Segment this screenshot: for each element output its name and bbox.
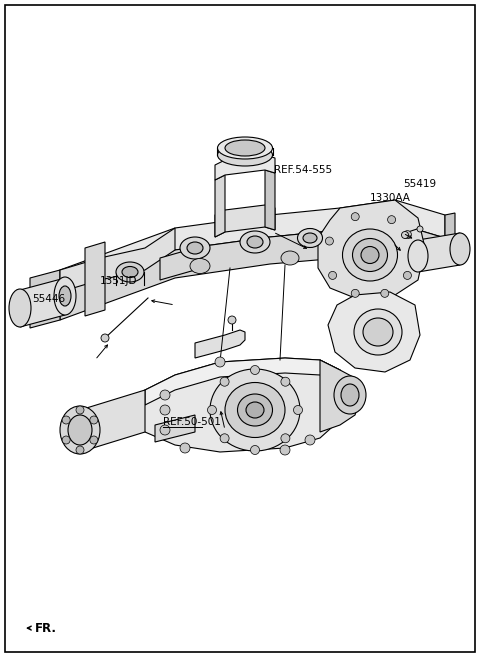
Circle shape xyxy=(251,445,260,455)
Polygon shape xyxy=(60,200,445,292)
Text: 55419: 55419 xyxy=(403,179,436,189)
Ellipse shape xyxy=(210,369,300,451)
Circle shape xyxy=(76,406,84,414)
Ellipse shape xyxy=(352,238,387,271)
Polygon shape xyxy=(320,360,362,432)
Ellipse shape xyxy=(187,242,203,254)
Polygon shape xyxy=(265,170,275,230)
Ellipse shape xyxy=(361,246,379,263)
Circle shape xyxy=(325,237,334,245)
Ellipse shape xyxy=(363,318,393,346)
Circle shape xyxy=(220,434,229,443)
Ellipse shape xyxy=(238,394,273,426)
Circle shape xyxy=(101,334,109,342)
Circle shape xyxy=(293,405,302,415)
Ellipse shape xyxy=(217,137,273,159)
Circle shape xyxy=(160,425,170,435)
Polygon shape xyxy=(132,358,345,452)
Polygon shape xyxy=(328,292,420,372)
Ellipse shape xyxy=(68,415,92,445)
Circle shape xyxy=(305,435,315,445)
Circle shape xyxy=(403,271,411,279)
Polygon shape xyxy=(60,228,175,292)
Ellipse shape xyxy=(9,289,31,327)
Text: REF.50-501: REF.50-501 xyxy=(163,417,221,427)
Circle shape xyxy=(351,213,359,221)
Polygon shape xyxy=(215,205,275,237)
Text: FR.: FR. xyxy=(35,622,57,635)
Ellipse shape xyxy=(240,231,270,253)
Circle shape xyxy=(160,405,170,415)
Circle shape xyxy=(281,377,290,386)
Circle shape xyxy=(62,416,70,424)
Ellipse shape xyxy=(59,286,71,306)
Circle shape xyxy=(90,416,98,424)
Circle shape xyxy=(228,316,236,324)
Circle shape xyxy=(351,289,359,298)
Circle shape xyxy=(329,271,336,279)
Ellipse shape xyxy=(225,382,285,438)
Ellipse shape xyxy=(247,236,263,248)
Ellipse shape xyxy=(190,258,210,273)
Polygon shape xyxy=(30,270,60,328)
Polygon shape xyxy=(418,233,460,272)
Circle shape xyxy=(220,377,229,386)
Text: 55446: 55446 xyxy=(33,294,66,304)
Ellipse shape xyxy=(54,277,76,315)
Circle shape xyxy=(160,390,170,400)
Circle shape xyxy=(207,405,216,415)
Ellipse shape xyxy=(408,240,428,272)
Circle shape xyxy=(280,445,290,455)
Ellipse shape xyxy=(298,229,323,248)
Circle shape xyxy=(417,226,423,232)
Polygon shape xyxy=(195,330,245,358)
Circle shape xyxy=(76,446,84,454)
Ellipse shape xyxy=(341,384,359,406)
Polygon shape xyxy=(80,390,145,452)
Polygon shape xyxy=(155,415,195,442)
Ellipse shape xyxy=(122,267,138,277)
Circle shape xyxy=(90,436,98,444)
Circle shape xyxy=(403,231,411,238)
Ellipse shape xyxy=(217,144,273,166)
Polygon shape xyxy=(60,223,445,320)
Ellipse shape xyxy=(450,233,470,265)
Polygon shape xyxy=(318,200,425,298)
Circle shape xyxy=(281,434,290,443)
Text: 1351JD: 1351JD xyxy=(100,276,137,286)
Circle shape xyxy=(388,215,396,223)
Polygon shape xyxy=(215,155,275,180)
Ellipse shape xyxy=(303,233,317,243)
Text: REF.54-555: REF.54-555 xyxy=(274,164,332,175)
Ellipse shape xyxy=(334,376,366,414)
Ellipse shape xyxy=(180,237,210,259)
Ellipse shape xyxy=(343,229,397,281)
Ellipse shape xyxy=(116,262,144,282)
Ellipse shape xyxy=(354,309,402,355)
Ellipse shape xyxy=(225,140,265,156)
Circle shape xyxy=(62,436,70,444)
Circle shape xyxy=(215,357,225,367)
Ellipse shape xyxy=(60,406,100,454)
Circle shape xyxy=(251,365,260,374)
Circle shape xyxy=(401,231,408,238)
Polygon shape xyxy=(215,175,225,237)
Polygon shape xyxy=(85,242,105,316)
Polygon shape xyxy=(20,278,65,327)
Polygon shape xyxy=(445,213,455,265)
Ellipse shape xyxy=(281,251,299,265)
Circle shape xyxy=(381,289,389,298)
Ellipse shape xyxy=(246,402,264,418)
Polygon shape xyxy=(160,248,195,280)
Text: 1330AA: 1330AA xyxy=(370,193,410,204)
Polygon shape xyxy=(145,358,340,405)
Circle shape xyxy=(180,443,190,453)
